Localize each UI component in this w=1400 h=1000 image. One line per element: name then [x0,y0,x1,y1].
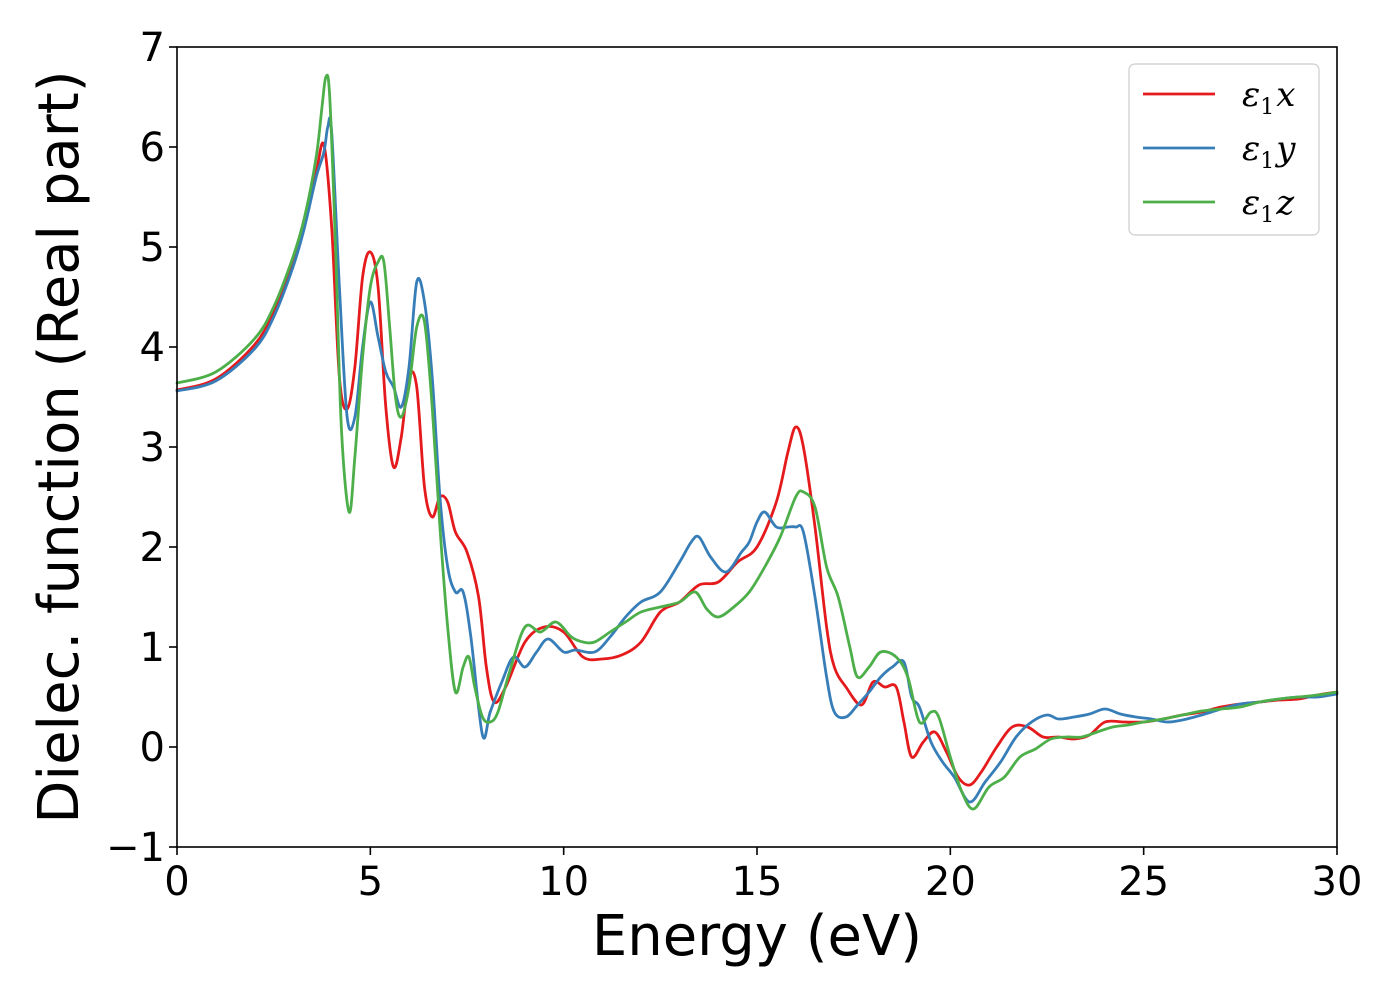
legend: ε1x ε1y ε1z [1128,63,1320,236]
x-tick-label: 5 [358,859,383,905]
y-tick-label: 7 [140,25,165,71]
y-tick-label: 3 [140,425,165,471]
x-tick-label: 0 [164,859,189,905]
y-tick-label: 0 [140,725,165,771]
y-tick-label: 4 [140,325,165,371]
y-axis-title: Dielec. function (Real part) [27,70,92,823]
legend-label-x: ε1x [1242,75,1295,120]
x-axis-ticks: 0 5 10 15 20 25 30 [164,847,1362,905]
y-axis-ticks: −1 0 1 2 3 4 5 6 7 [106,25,177,871]
x-tick-label: 25 [1118,859,1169,905]
legend-label-y: ε1y [1242,129,1296,174]
legend-box [1128,63,1320,236]
legend-label-z: ε1z [1242,183,1295,228]
x-tick-label: 20 [925,859,976,905]
y-tick-label: 1 [140,625,165,671]
series-layer [175,73,1339,811]
y-tick-label: −1 [106,825,165,871]
series-line-y [175,116,1339,804]
y-tick-label: 6 [140,125,165,171]
y-tick-label: 5 [140,225,165,271]
series-line-x [175,141,1339,787]
y-tick-label: 2 [140,525,165,571]
x-tick-label: 15 [732,859,783,905]
x-axis-title: Energy (eV) [592,904,922,969]
x-tick-label: 30 [1312,859,1363,905]
series-line-z [175,73,1339,811]
x-tick-label: 10 [538,859,589,905]
